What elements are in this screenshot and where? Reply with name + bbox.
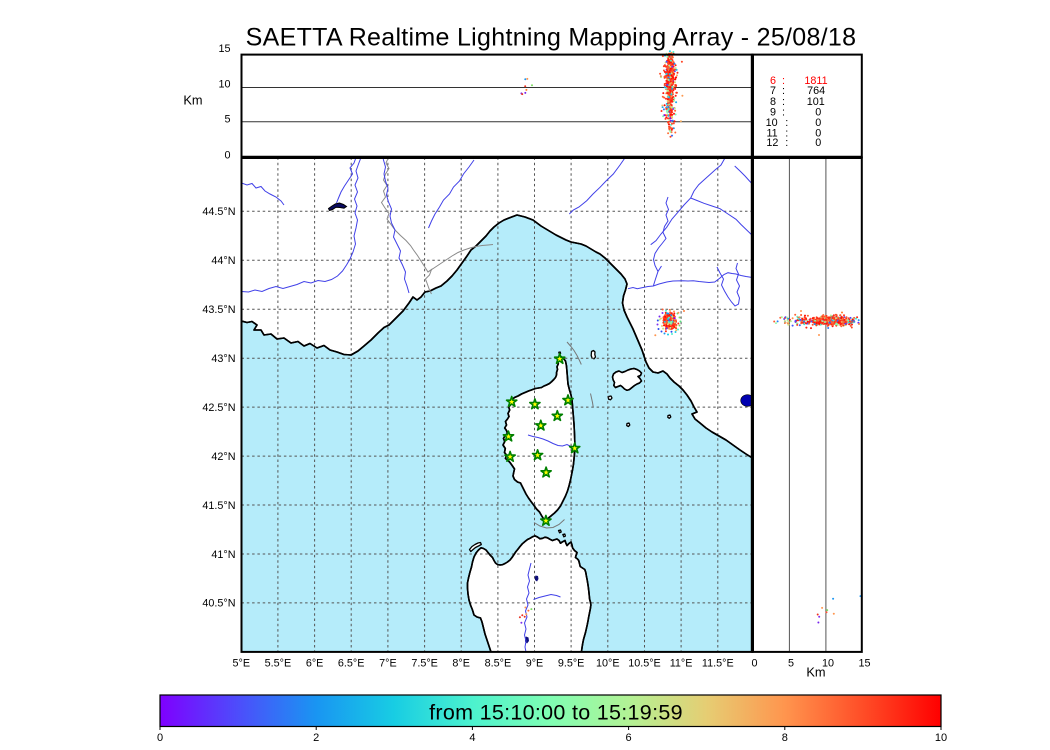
svg-text:0: 0: [815, 117, 821, 129]
svg-text:15: 15: [858, 658, 870, 670]
svg-text:10.5°E: 10.5°E: [628, 658, 661, 670]
svg-text:9: 9: [770, 106, 776, 118]
svg-text:11.5°E: 11.5°E: [702, 658, 734, 670]
svg-text:0: 0: [815, 137, 821, 149]
svg-text:42.5°N: 42.5°N: [202, 402, 235, 414]
svg-text:6°E: 6°E: [306, 658, 324, 670]
svg-text:6: 6: [770, 75, 776, 87]
svg-text:7°E: 7°E: [379, 658, 397, 670]
svg-text:10: 10: [935, 732, 947, 744]
svg-text:5: 5: [788, 658, 794, 670]
svg-text:11: 11: [766, 127, 777, 139]
svg-text::: :: [785, 137, 788, 149]
svg-text:10: 10: [822, 658, 834, 670]
svg-text:15: 15: [218, 43, 230, 55]
svg-text:42°N: 42°N: [211, 451, 235, 463]
svg-text:9.5°E: 9.5°E: [558, 658, 585, 670]
svg-text:5: 5: [224, 113, 230, 125]
svg-text:9°E: 9°E: [526, 658, 544, 670]
svg-text::: :: [782, 75, 785, 87]
svg-text::: :: [785, 127, 788, 139]
svg-text:41°N: 41°N: [211, 549, 235, 561]
svg-text:Km: Km: [806, 665, 825, 680]
svg-text:8.5°E: 8.5°E: [485, 658, 512, 670]
svg-text:6.5°E: 6.5°E: [338, 658, 365, 670]
svg-text:764: 764: [807, 85, 825, 97]
svg-text:7.5°E: 7.5°E: [411, 658, 438, 670]
svg-text:8: 8: [782, 732, 788, 744]
svg-text:40.5°N: 40.5°N: [202, 598, 235, 610]
svg-text:10: 10: [766, 117, 778, 129]
svg-text::: :: [782, 106, 785, 118]
svg-text:5.5°E: 5.5°E: [265, 658, 292, 670]
svg-text:0: 0: [157, 732, 163, 744]
svg-text:7: 7: [770, 85, 776, 97]
svg-text:0: 0: [224, 150, 230, 162]
svg-text:12: 12: [766, 137, 778, 149]
svg-text:11°E: 11°E: [670, 658, 693, 670]
svg-text:1811: 1811: [804, 75, 827, 87]
svg-text:SAETTA Realtime Lightning Mapp: SAETTA Realtime Lightning Mapping Array …: [246, 24, 857, 52]
svg-text:6: 6: [626, 732, 632, 744]
svg-text:8: 8: [770, 96, 776, 108]
svg-text:43.5°N: 43.5°N: [202, 304, 235, 316]
svg-text:10: 10: [218, 78, 230, 90]
svg-text:10°E: 10°E: [596, 658, 620, 670]
svg-text:44°N: 44°N: [211, 255, 235, 267]
svg-text:0: 0: [815, 106, 821, 118]
svg-text:Km: Km: [183, 93, 202, 108]
svg-text:44.5°N: 44.5°N: [202, 206, 235, 218]
svg-text:0: 0: [751, 658, 757, 670]
svg-text:43°N: 43°N: [211, 353, 235, 365]
svg-text:0: 0: [815, 127, 821, 139]
svg-text:4: 4: [469, 732, 475, 744]
svg-text:101: 101: [807, 96, 825, 108]
svg-text:from 15:10:00 to 15:19:59: from 15:10:00 to 15:19:59: [429, 701, 683, 725]
svg-text:8°E: 8°E: [452, 658, 470, 670]
svg-text::: :: [782, 96, 785, 108]
svg-text:41.5°N: 41.5°N: [202, 500, 235, 512]
svg-text:2: 2: [313, 732, 319, 744]
svg-text::: :: [785, 117, 788, 129]
svg-text:5°E: 5°E: [233, 658, 251, 670]
svg-text::: :: [782, 85, 785, 97]
